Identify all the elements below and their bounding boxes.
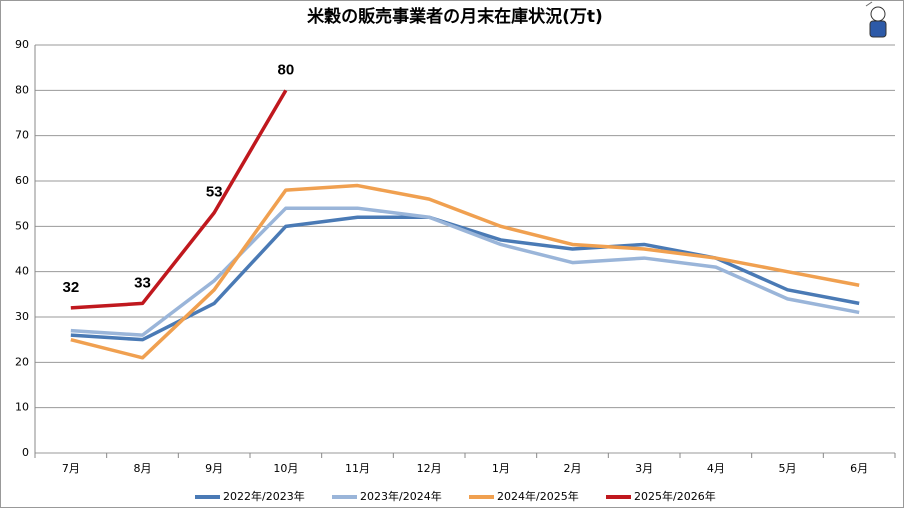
x-tick-label: 9月 (205, 462, 223, 475)
data-label: 33 (134, 274, 151, 291)
y-tick-label: 90 (15, 38, 29, 51)
series-line (70, 215, 860, 342)
legend-label: 2024年/2025年 (497, 489, 579, 503)
mascot-icon (865, 1, 887, 38)
x-tick-label: 4月 (707, 462, 725, 475)
series-line (70, 206, 860, 337)
y-tick-label: 20 (15, 355, 29, 368)
data-label: 32 (62, 279, 79, 296)
x-tick-label: 2月 (564, 462, 582, 475)
x-tick-label: 12月 (417, 462, 442, 475)
y-tick-label: 50 (15, 219, 29, 232)
legend-label: 2025年/2026年 (634, 489, 716, 503)
legend-label: 2023年/2024年 (360, 489, 442, 503)
y-tick-label: 70 (15, 129, 29, 142)
legend-label: 2022年/2023年 (223, 489, 305, 503)
y-tick-label: 10 (15, 401, 29, 414)
y-tick-label: 40 (15, 265, 29, 278)
y-tick-label: 30 (15, 310, 29, 323)
x-tick-label: 6月 (850, 462, 868, 475)
series-line (70, 183, 860, 360)
y-tick-label: 80 (15, 83, 29, 96)
data-label: 53 (206, 184, 223, 201)
chart-title: 米穀の販売事業者の月末在庫状況(万t) (307, 6, 603, 27)
x-tick-label: 5月 (779, 462, 797, 475)
y-tick-label: 0 (22, 446, 29, 459)
data-label: 80 (277, 61, 294, 78)
x-tick-label: 11月 (345, 462, 370, 475)
x-tick-label: 3月 (635, 462, 653, 475)
x-tick-label: 8月 (134, 462, 152, 475)
x-tick-label: 1月 (492, 462, 510, 475)
series-line (70, 89, 288, 310)
x-tick-label: 7月 (62, 462, 80, 475)
x-tick-label: 10月 (273, 462, 298, 475)
y-tick-label: 60 (15, 174, 29, 187)
